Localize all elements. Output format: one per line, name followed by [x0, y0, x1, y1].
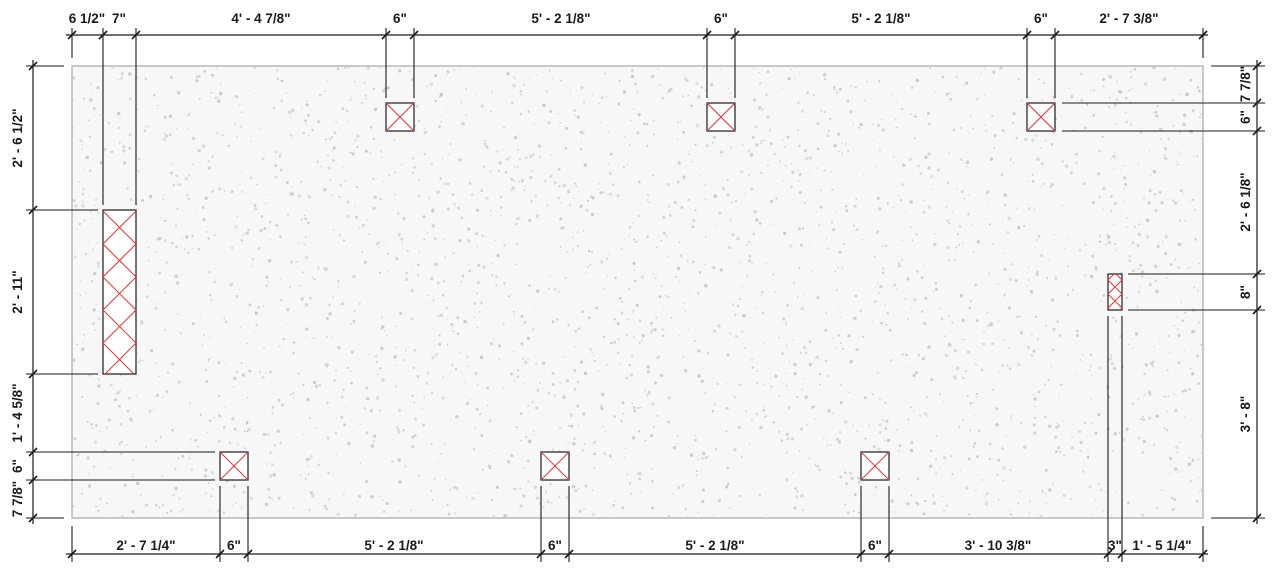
bottom-dim-8: 3": [1108, 538, 1122, 553]
concrete-texture: [72, 66, 1203, 518]
top-post-3: [1026, 102, 1056, 132]
left-tall-opening: [102, 209, 137, 375]
left-dim-1: 2' - 6 1/2": [10, 108, 25, 167]
bottom-dim-4: 6": [548, 538, 562, 553]
bottom-dim-1: 2' - 7 1/4": [116, 538, 175, 553]
bottom-dim-2: 6": [227, 538, 241, 553]
left-dim-4: 6": [10, 459, 25, 473]
bottom-dim-9: 1' - 5 1/4": [1132, 538, 1191, 553]
right-dim-2: 6": [1238, 110, 1253, 124]
bottom-post-3: [860, 451, 890, 481]
bottom-dim-5: 5' - 2 1/8": [685, 538, 744, 553]
top-post-1: [385, 102, 415, 132]
top-dimension-chain: 6 1/2" 7" 4' - 4 7/8" 6" 5' - 2 1/8" 6" …: [66, 11, 1208, 205]
top-dim-2: 7": [112, 11, 126, 26]
top-dim-9: 2' - 7 3/8": [1099, 11, 1158, 26]
top-dim-7: 5' - 2 1/8": [851, 11, 910, 26]
left-dim-2: 2' - 11": [10, 270, 25, 313]
top-dim-4: 6": [393, 11, 407, 26]
post-openings: [102, 102, 1123, 481]
left-dimension-chain: 2' - 6 1/2" 2' - 11" 1' - 4 5/8" 6" 7 7/…: [10, 60, 215, 524]
right-dim-1: 7 7/8": [1238, 66, 1253, 102]
top-dim-1: 6 1/2": [69, 11, 105, 26]
concrete-slab: [71, 65, 1204, 519]
left-dim-3: 1' - 4 5/8": [10, 383, 25, 442]
right-dim-4: 8": [1238, 285, 1253, 299]
top-dim-6: 6": [714, 11, 728, 26]
right-dim-5: 3' - 8": [1238, 396, 1253, 433]
bottom-post-1: [219, 451, 249, 481]
bottom-dim-7: 3' - 10 3/8": [965, 538, 1032, 553]
bottom-dimension-chain: 2' - 7 1/4" 6" 5' - 2 1/8" 6" 5' - 2 1/8…: [66, 316, 1208, 562]
top-dim-5: 5' - 2 1/8": [531, 11, 590, 26]
bottom-post-2: [540, 451, 570, 481]
bottom-dim-6: 6": [868, 538, 882, 553]
top-post-2: [706, 102, 736, 132]
top-dim-8: 6": [1034, 11, 1048, 26]
right-small-opening: [1107, 273, 1123, 311]
bottom-dim-3: 5' - 2 1/8": [364, 538, 423, 553]
left-dim-5: 7 7/8": [10, 481, 25, 517]
right-dimension-chain: 7 7/8" 6" 2' - 6 1/8" 8" 3' - 8": [1062, 60, 1265, 524]
right-dim-3: 2' - 6 1/8": [1238, 172, 1253, 231]
top-dim-3: 4' - 4 7/8": [231, 11, 290, 26]
